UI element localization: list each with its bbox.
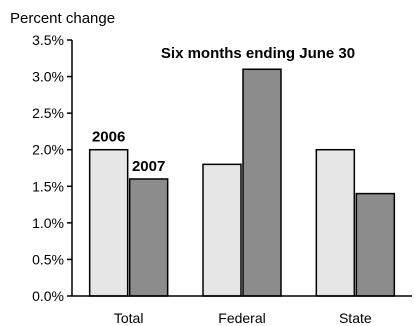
bar-state-2006 [315, 148, 356, 297]
y-tick-label: 3.5% [32, 32, 64, 48]
chart-annotation: Six months ending June 30 [161, 45, 355, 62]
bar-federal-2006 [202, 163, 242, 297]
series-label-2007: 2007 [132, 158, 165, 175]
y-tick-label: 2.0% [32, 142, 64, 158]
y-tick-label: 0.0% [32, 288, 64, 304]
bar-state-2007 [355, 192, 396, 297]
bar-federal-2007 [242, 68, 282, 297]
y-tick-label: 1.0% [32, 215, 64, 231]
y-tick-label: 1.5% [32, 178, 64, 194]
y-tick-label: 0.5% [32, 251, 64, 267]
series-label-2006: 2006 [92, 129, 125, 146]
bar-total-2007 [128, 178, 169, 297]
y-tick-label: 3.0% [32, 69, 64, 85]
bar-total-2006 [88, 148, 129, 297]
x-tick-label: Total [114, 310, 144, 326]
y-axis-label: Percent change [10, 10, 115, 27]
y-tick-label: 2.5% [32, 105, 64, 121]
x-tick-label: State [339, 310, 372, 326]
x-tick-label: Federal [218, 310, 265, 326]
